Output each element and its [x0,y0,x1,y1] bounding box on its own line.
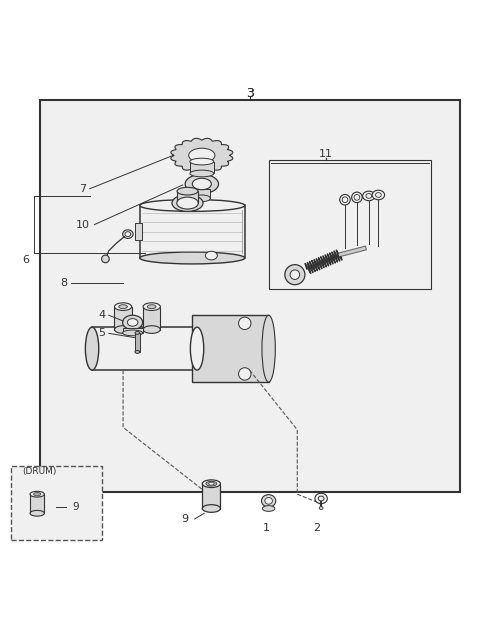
Ellipse shape [172,195,203,211]
Ellipse shape [190,158,214,165]
Ellipse shape [192,179,211,189]
Ellipse shape [135,332,140,334]
Ellipse shape [119,305,127,308]
Text: 9: 9 [72,502,79,512]
Bar [30,494,44,513]
Ellipse shape [209,483,214,485]
Ellipse shape [190,170,214,177]
Bar [135,333,140,352]
Ellipse shape [315,493,327,504]
Bar [39,100,459,492]
Bar [92,327,197,370]
Ellipse shape [122,316,143,330]
Text: 2: 2 [313,523,320,532]
Ellipse shape [115,303,132,310]
Ellipse shape [206,481,217,486]
Text: 3: 3 [246,87,253,100]
Ellipse shape [290,270,300,280]
Text: (DRUM): (DRUM) [23,467,57,476]
Text: 3: 3 [246,87,253,100]
Ellipse shape [202,480,220,488]
Ellipse shape [30,511,44,516]
Ellipse shape [147,305,156,308]
Ellipse shape [285,265,305,285]
Circle shape [239,368,251,380]
Ellipse shape [205,252,217,260]
Ellipse shape [177,188,198,195]
Bar [193,189,210,198]
Bar [135,223,142,240]
FancyBboxPatch shape [11,465,102,540]
Polygon shape [192,316,269,382]
Bar [140,205,245,258]
Ellipse shape [34,493,41,496]
Ellipse shape [127,319,138,326]
Circle shape [239,317,251,330]
Bar [190,161,214,173]
Bar [143,307,160,330]
Polygon shape [171,138,233,172]
Text: 1: 1 [263,523,270,532]
Ellipse shape [122,330,143,336]
Ellipse shape [262,495,276,507]
Ellipse shape [140,252,245,264]
Text: 7: 7 [79,184,86,194]
Circle shape [102,255,109,263]
Ellipse shape [30,492,44,497]
Ellipse shape [115,326,132,333]
Ellipse shape [372,190,384,200]
Ellipse shape [140,200,245,211]
Text: 8: 8 [60,278,67,288]
Ellipse shape [125,232,131,237]
Ellipse shape [85,327,99,370]
Ellipse shape [340,195,350,205]
Ellipse shape [352,192,362,203]
Ellipse shape [265,497,273,504]
Ellipse shape [263,506,275,511]
Bar [202,484,220,509]
Ellipse shape [143,303,160,310]
Ellipse shape [191,327,204,370]
Ellipse shape [193,195,210,202]
Text: 5: 5 [98,328,105,339]
Bar [269,160,431,289]
Ellipse shape [143,326,160,333]
Ellipse shape [262,316,276,382]
Ellipse shape [177,197,198,209]
Bar [177,191,198,203]
Ellipse shape [319,507,323,509]
Bar [115,307,132,330]
Text: 4: 4 [98,310,105,320]
Ellipse shape [363,191,375,201]
Text: 9: 9 [181,514,189,524]
Text: 10: 10 [75,220,89,230]
Ellipse shape [202,505,220,513]
Ellipse shape [189,148,215,163]
Bar [122,328,143,333]
Ellipse shape [135,351,140,353]
Text: 11: 11 [319,149,333,159]
Text: 6: 6 [23,255,30,266]
Ellipse shape [185,175,218,193]
Ellipse shape [122,230,133,238]
